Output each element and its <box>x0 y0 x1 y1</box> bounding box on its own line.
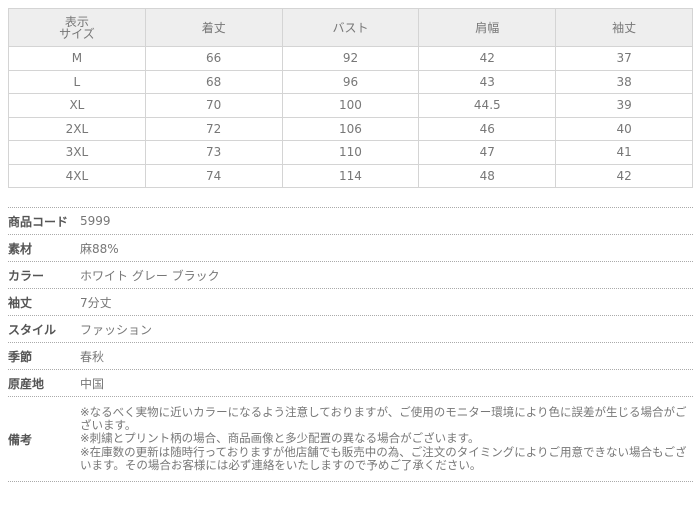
spec-row: カラー ホワイト グレー ブラック <box>8 261 693 288</box>
table-cell: 44.5 <box>418 93 557 118</box>
table-cell: 73 <box>144 140 283 165</box>
table-cell: 4XL <box>8 163 146 188</box>
spec-label: カラー <box>8 268 45 283</box>
table-cell: M <box>8 46 146 71</box>
table-row: 4XL 74 114 48 42 <box>8 163 693 188</box>
spec-value: 麻88% <box>80 241 119 256</box>
table-cell: 2XL <box>8 116 146 141</box>
spec-value: ホワイト グレー ブラック <box>80 268 220 283</box>
table-cell: L <box>8 69 146 94</box>
spec-label: 袖丈 <box>8 295 33 310</box>
notes-row: 備考 ※なるべく実物に近いカラーになるよう注意しておりますが、ご使用のモニター環境… <box>8 396 693 482</box>
spec-value: 中国 <box>80 376 105 391</box>
spec-value: 春秋 <box>80 349 105 364</box>
table-cell: 66 <box>144 46 283 71</box>
spec-value: ファッション <box>80 322 153 337</box>
notes-text: ※なるべく実物に近いカラーになるよう注意しておりますが、ご使用のモニター環境によ… <box>80 404 693 472</box>
spec-row: 素材 麻88% <box>8 234 693 261</box>
table-cell: 39 <box>555 93 693 118</box>
spec-row: 袖丈 7分丈 <box>8 288 693 315</box>
table-cell: 96 <box>281 69 420 94</box>
table-cell: 42 <box>555 163 693 188</box>
table-cell: 106 <box>281 116 420 141</box>
spec-label: 原産地 <box>8 376 45 391</box>
spec-label: スタイル <box>8 322 57 337</box>
spec-value: 7分丈 <box>80 295 112 310</box>
table-cell: 42 <box>418 46 557 71</box>
table-row: L 68 96 43 38 <box>8 69 693 94</box>
table-row: 3XL 73 110 47 41 <box>8 140 693 165</box>
spec-row: スタイル ファッション <box>8 315 693 342</box>
table-cell: 100 <box>281 93 420 118</box>
table-cell: 68 <box>144 69 283 94</box>
table-cell: 48 <box>418 163 557 188</box>
table-cell: 38 <box>555 69 693 94</box>
table-cell: 114 <box>281 163 420 188</box>
size-table-header: 表示 サイズ 着丈 バスト 肩幅 袖丈 <box>8 8 693 47</box>
table-cell: 72 <box>144 116 283 141</box>
header-shoulder: 肩幅 <box>418 8 557 47</box>
table-cell: 74 <box>144 163 283 188</box>
header-length: 着丈 <box>144 8 283 47</box>
table-cell: 46 <box>418 116 557 141</box>
spec-list: 商品コード 5999 素材 麻88% カラー ホワイト グレー ブラック袖丈 7分丈スタイル… <box>8 207 693 482</box>
spec-label: 素材 <box>8 241 33 256</box>
table-row: XL 70 100 44.5 39 <box>8 93 693 118</box>
table-cell: XL <box>8 93 146 118</box>
table-cell: 110 <box>281 140 420 165</box>
spec-row: 原産地 中国 <box>8 369 693 396</box>
note-line: ※在庫数の更新は随時行っておりますが他店舗でも販売中の為、ご注文のタイミングによ… <box>80 444 687 472</box>
table-cell: 92 <box>281 46 420 71</box>
size-table: 表示 サイズ 着丈 バスト 肩幅 袖丈 M 66 92 42 37 L 68 96 43 38 XL 7… <box>8 8 693 188</box>
note-line: ※刺繍とプリント柄の場合、商品画像と多少配置の異なる場合がございます。 <box>80 431 480 446</box>
table-cell: 37 <box>555 46 693 71</box>
notes-label: 備考 <box>8 432 33 447</box>
note-line: ※なるべく実物に近いカラーになるよう注意しておりますが、ご使用のモニター環境によ… <box>80 404 687 433</box>
spec-row: 商品コード 5999 <box>8 207 693 234</box>
spec-value: 5999 <box>80 214 111 228</box>
table-cell: 43 <box>418 69 557 94</box>
table-cell: 40 <box>555 116 693 141</box>
table-cell: 41 <box>555 140 693 165</box>
header-sleeve: 袖丈 <box>555 8 693 47</box>
table-row: M 66 92 42 37 <box>8 46 693 71</box>
table-cell: 70 <box>144 93 283 118</box>
header-size: 表示 サイズ <box>8 8 146 47</box>
table-row: 2XL 72 106 46 40 <box>8 116 693 141</box>
table-cell: 47 <box>418 140 557 165</box>
header-size-line2: サイズ <box>59 26 95 41</box>
spec-label: 商品コード <box>8 214 69 229</box>
header-size-line1: 表示 <box>64 14 89 29</box>
spec-row: 季節 春秋 <box>8 342 693 369</box>
table-cell: 3XL <box>8 140 146 165</box>
header-bust: バスト <box>281 8 420 47</box>
spec-label: 季節 <box>8 349 33 364</box>
